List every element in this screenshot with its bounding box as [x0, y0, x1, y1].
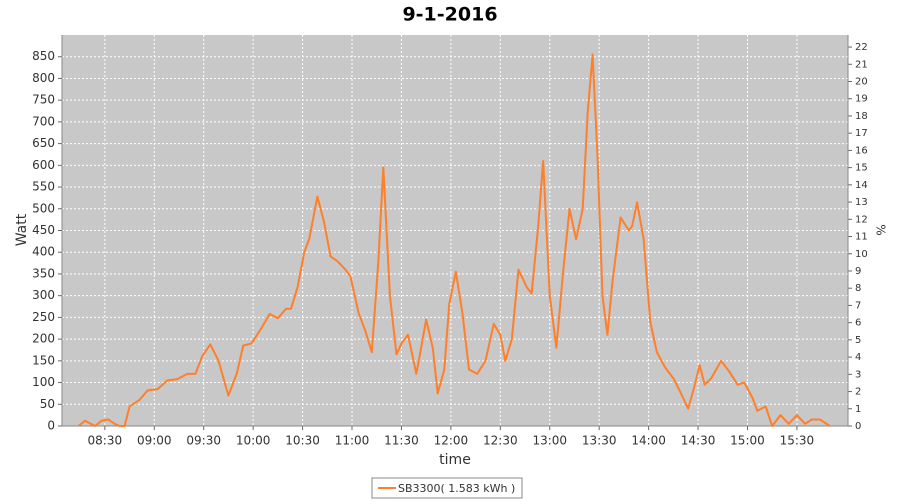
x-tick-label: 12:30 [483, 434, 518, 448]
y-tick-label: 450 [32, 223, 55, 237]
y2-tick-label: 14 [855, 180, 868, 191]
x-axis-label: time [439, 452, 471, 468]
x-tick-label: 13:30 [582, 434, 617, 448]
y2-tick-label: 7 [855, 300, 861, 311]
y2-tick-label: 22 [855, 42, 868, 53]
x-tick-label: 13:00 [532, 434, 567, 448]
y2-tick-label: 16 [855, 145, 868, 156]
y-tick-label: 750 [32, 93, 55, 107]
y2-tick-label: 3 [855, 369, 861, 380]
chart-title: 9-1-2016 [402, 4, 497, 26]
x-tick-label: 09:30 [186, 434, 221, 448]
series-line [77, 53, 831, 427]
y2-tick-label: 20 [855, 77, 868, 88]
y2-tick-label: 15 [855, 163, 868, 174]
y-tick-label: 150 [32, 353, 55, 367]
y2-tick-label: 21 [855, 59, 868, 70]
x-tick-label: 15:00 [730, 434, 765, 448]
x-tick-label: 15:30 [780, 434, 815, 448]
y2-tick-label: 6 [855, 318, 861, 329]
y-tick-label: 800 [32, 71, 55, 85]
y-tick-label: 500 [32, 201, 55, 215]
y-tick-label: 50 [40, 397, 55, 411]
y-tick-label: 600 [32, 158, 55, 172]
y-tick-label: 200 [32, 332, 55, 346]
y2-tick-label: 0 [855, 421, 861, 432]
y-tick-label: 850 [32, 49, 55, 63]
y-tick-label: 650 [32, 136, 55, 150]
y-axis-label: Watt [14, 213, 30, 246]
legend [371, 477, 523, 499]
y2-tick-label: 5 [855, 335, 861, 346]
x-tick-label: 14:00 [631, 434, 666, 448]
y2-tick-label: 19 [855, 94, 868, 105]
x-tick-label: 11:00 [335, 434, 370, 448]
y2-tick-label: 2 [855, 387, 861, 398]
y2-tick-label: 18 [855, 111, 868, 122]
y2-tick-label: 1 [855, 404, 861, 415]
y2-tick-label: 13 [855, 197, 868, 208]
y-tick-label: 400 [32, 245, 55, 259]
x-tick-label: 10:00 [236, 434, 271, 448]
legend-label: SB3300( 1.583 kWh ) [398, 482, 515, 495]
y-tick-label: 700 [32, 114, 55, 128]
x-tick-label: 10:30 [285, 434, 320, 448]
x-tick-label: 09:00 [137, 434, 172, 448]
y-tick-label: 550 [32, 180, 55, 194]
y2-tick-label: 12 [855, 214, 868, 225]
x-tick-label: 11:30 [384, 434, 419, 448]
y-tick-label: 100 [32, 375, 55, 389]
y2-tick-label: 10 [855, 249, 868, 260]
y-tick-label: 300 [32, 288, 55, 302]
y2-tick-label: 17 [855, 128, 868, 139]
y2-tick-label: 11 [855, 232, 868, 243]
y2-tick-label: 8 [855, 283, 861, 294]
y2-tick-label: 4 [855, 352, 861, 363]
x-tick-label: 12:00 [434, 434, 469, 448]
y-tick-label: 350 [32, 266, 55, 280]
y2-tick-label: 9 [855, 266, 861, 277]
x-tick-label: 08:30 [88, 434, 123, 448]
y2-axis-label: % [874, 224, 888, 235]
x-tick-label: 14:30 [681, 434, 716, 448]
y-tick-label: 0 [47, 419, 55, 433]
y-tick-label: 250 [32, 310, 55, 324]
